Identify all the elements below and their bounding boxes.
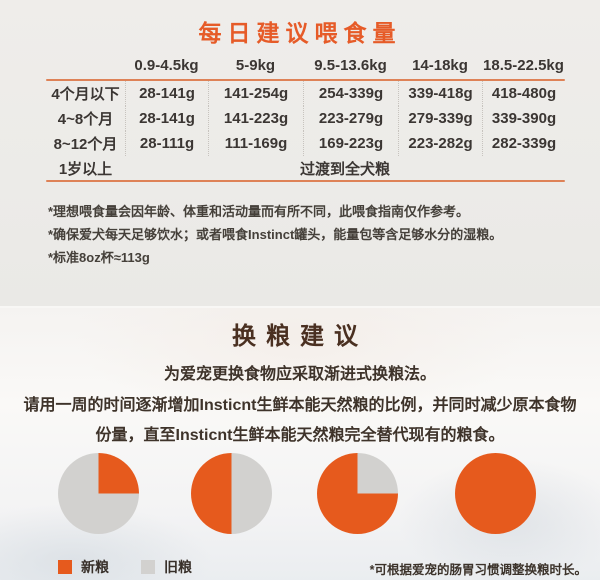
table-row: 4~8个月 28-141g 141-223g 223-279g 279-339g…: [46, 106, 565, 131]
transition-footnote: *可根据爱宠的肠胃习惯调整换粮时长。: [369, 563, 587, 577]
page-title: 每日建议喂食量: [198, 20, 402, 46]
table-cell: 418-480g: [482, 81, 565, 106]
old-food-swatch-icon: [141, 560, 155, 574]
transition-intro: 为爱宠更换食物应采取渐进式换粮法。: [163, 366, 436, 383]
legend-item-new-food: 新粮: [58, 557, 109, 577]
row-age-label: 4个月以下: [51, 86, 120, 103]
row-age-label: 1岁以上: [58, 160, 113, 178]
table-cell: 141-223g: [208, 106, 303, 131]
footnote-line: *标准8oz杯≈113g: [48, 250, 150, 265]
column-header: 14-18kg: [412, 57, 468, 74]
table-cell: 223-279g: [303, 106, 398, 131]
feeding-table: 0.9-4.5kg 5-9kg 9.5-13.6kg 14-18kg 18.5-…: [46, 52, 565, 182]
column-header: 18.5-22.5kg: [483, 57, 564, 74]
table-footnotes: *理想喂食量会因年龄、体重和活动量而有所不同，此喂食指南仅作参考。 *确保爱犬每…: [48, 200, 502, 269]
row-age-label: 4~8个月: [57, 111, 114, 128]
table-cell: 169-223g: [303, 131, 398, 156]
row-age-label: 8~12个月: [53, 136, 118, 153]
table-cell: 141-254g: [208, 81, 303, 106]
pie-chart-25-percent-new: [58, 453, 139, 534]
table-cell: 28-141g: [125, 81, 208, 106]
table-cell: 339-390g: [482, 106, 565, 131]
footnote-line: *确保爱犬每天足够饮水；或者喂食Instinct罐头，能量包等含足够水分的湿粮。: [48, 227, 503, 242]
table-cell: 279-339g: [398, 106, 482, 131]
table-cell: 28-141g: [125, 106, 208, 131]
table-cell: 111-169g: [208, 131, 303, 156]
table-header-row: 0.9-4.5kg 5-9kg 9.5-13.6kg 14-18kg 18.5-…: [46, 52, 565, 79]
legend-item-old-food: 旧粮: [141, 557, 192, 577]
daily-feeding-section: 每日建议喂食量 0.9-4.5kg 5-9kg 9.5-13.6kg 14-18…: [0, 0, 600, 306]
column-header: 9.5-13.6kg: [314, 57, 387, 74]
table-row: 8~12个月 28-111g 111-169g 169-223g 223-282…: [46, 131, 565, 156]
pie-chart-75-percent-new: [317, 453, 398, 534]
footnote-line: *理想喂食量会因年龄、体重和活动量而有所不同，此喂食指南仅作参考。: [48, 204, 470, 219]
adult-transition-note: 过渡到全犬粮: [299, 160, 390, 178]
pie-legend: 新粮 旧粮: [58, 557, 192, 577]
table-cell: 339-418g: [398, 81, 482, 106]
table-cell: 282-339g: [482, 131, 565, 156]
legend-label: 旧粮: [164, 559, 192, 575]
table-bottom-rule: [46, 180, 565, 182]
table-row-adult: 1岁以上 过渡到全犬粮: [46, 156, 565, 180]
table-top-rule: [46, 79, 565, 81]
transition-body-line2: 份量，直至Insticnt生鲜本能天然粮完全替代现有的粮食。: [95, 427, 505, 444]
table-cell: 223-282g: [398, 131, 482, 156]
table-cell: 28-111g: [125, 131, 208, 156]
column-header: 0.9-4.5kg: [134, 57, 199, 74]
table-cell: 254-339g: [303, 81, 398, 106]
column-header: 5-9kg: [235, 57, 276, 74]
pie-chart-100-percent-new: [455, 453, 536, 534]
new-food-swatch-icon: [58, 560, 72, 574]
transition-body-line1: 请用一周的时间逐渐增加Insticnt生鲜本能天然粮的比例，并同时减少原本食物: [23, 397, 577, 414]
food-transition-section: 换粮建议 为爱宠更换食物应采取渐进式换粮法。 请用一周的时间逐渐增加Instic…: [0, 306, 600, 580]
transition-title: 换粮建议: [232, 323, 368, 350]
legend-label: 新粮: [81, 559, 109, 575]
table-row: 4个月以下 28-141g 141-254g 254-339g 339-418g…: [46, 81, 565, 106]
pie-chart-50-percent-new: [191, 453, 272, 534]
